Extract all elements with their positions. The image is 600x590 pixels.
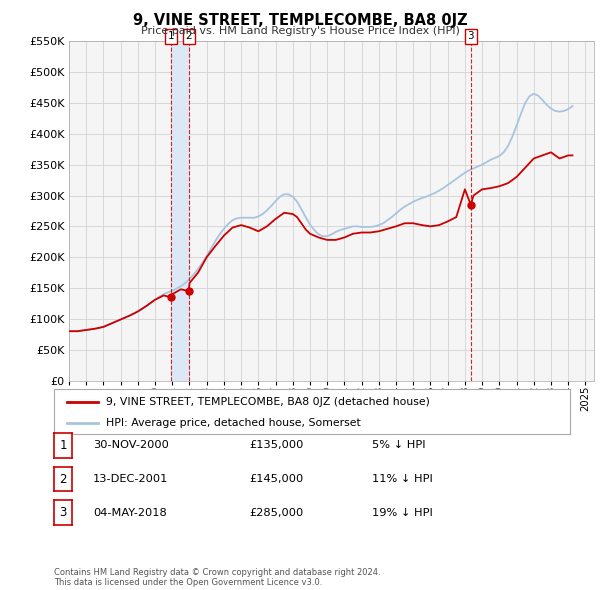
Text: HPI: Average price, detached house, Somerset: HPI: Average price, detached house, Some… [106,418,361,428]
Text: 2: 2 [59,473,67,486]
Text: 3: 3 [59,506,67,519]
Text: £285,000: £285,000 [249,508,303,517]
Text: 5% ↓ HPI: 5% ↓ HPI [372,441,425,450]
Text: 2: 2 [185,31,192,41]
Text: 13-DEC-2001: 13-DEC-2001 [93,474,169,484]
Text: 1: 1 [167,31,174,41]
Text: 04-MAY-2018: 04-MAY-2018 [93,508,167,517]
Text: £135,000: £135,000 [249,441,304,450]
Text: 19% ↓ HPI: 19% ↓ HPI [372,508,433,517]
Bar [171,41,189,381]
Text: Contains HM Land Registry data © Crown copyright and database right 2024.
This d: Contains HM Land Registry data © Crown c… [54,568,380,587]
Text: 30-NOV-2000: 30-NOV-2000 [93,441,169,450]
Text: 1: 1 [59,439,67,452]
Text: 9, VINE STREET, TEMPLECOMBE, BA8 0JZ: 9, VINE STREET, TEMPLECOMBE, BA8 0JZ [133,13,467,28]
Text: 9, VINE STREET, TEMPLECOMBE, BA8 0JZ (detached house): 9, VINE STREET, TEMPLECOMBE, BA8 0JZ (de… [106,397,430,407]
Text: Price paid vs. HM Land Registry's House Price Index (HPI): Price paid vs. HM Land Registry's House … [140,26,460,36]
Text: 3: 3 [467,31,474,41]
Text: £145,000: £145,000 [249,474,303,484]
Text: 11% ↓ HPI: 11% ↓ HPI [372,474,433,484]
